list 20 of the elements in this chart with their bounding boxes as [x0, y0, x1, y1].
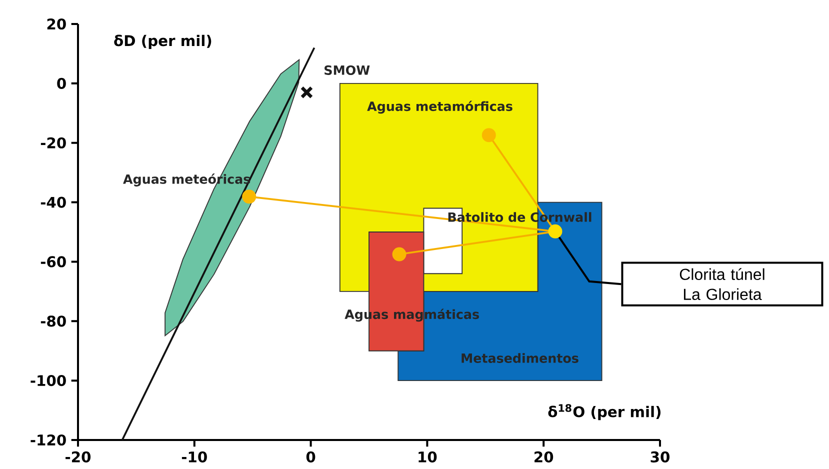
x-axis-title: δ$^{18}$O (per mil): [548, 404, 660, 420]
x-tick-label: 10: [418, 451, 437, 462]
x-tick-label: -10: [182, 451, 207, 462]
annotation: SMOW: [324, 65, 370, 75]
x-tick-label: 30: [650, 451, 670, 462]
x-tick-label: -20: [66, 451, 91, 462]
y-tick-label: 0: [57, 78, 66, 89]
annotation: Aguas metamórficas: [367, 100, 512, 114]
x-tick-label: 0: [306, 451, 316, 462]
y-tick-label: -120: [30, 434, 66, 446]
text: Clorita túnel La Glorieta: [680, 268, 764, 300]
y-tick-label: -20: [40, 137, 66, 148]
x-tick-label: 20: [534, 451, 554, 462]
y-tick-label: -100: [30, 375, 66, 386]
annotation: Metasedimentos: [462, 353, 578, 363]
y-tick-label: -60: [40, 256, 66, 268]
y-tick-label: 20: [47, 18, 66, 30]
y-tick-label: -80: [40, 316, 66, 327]
y-axis-title: δD (per mil): [114, 34, 212, 50]
y-tick-label: -40: [40, 196, 66, 208]
